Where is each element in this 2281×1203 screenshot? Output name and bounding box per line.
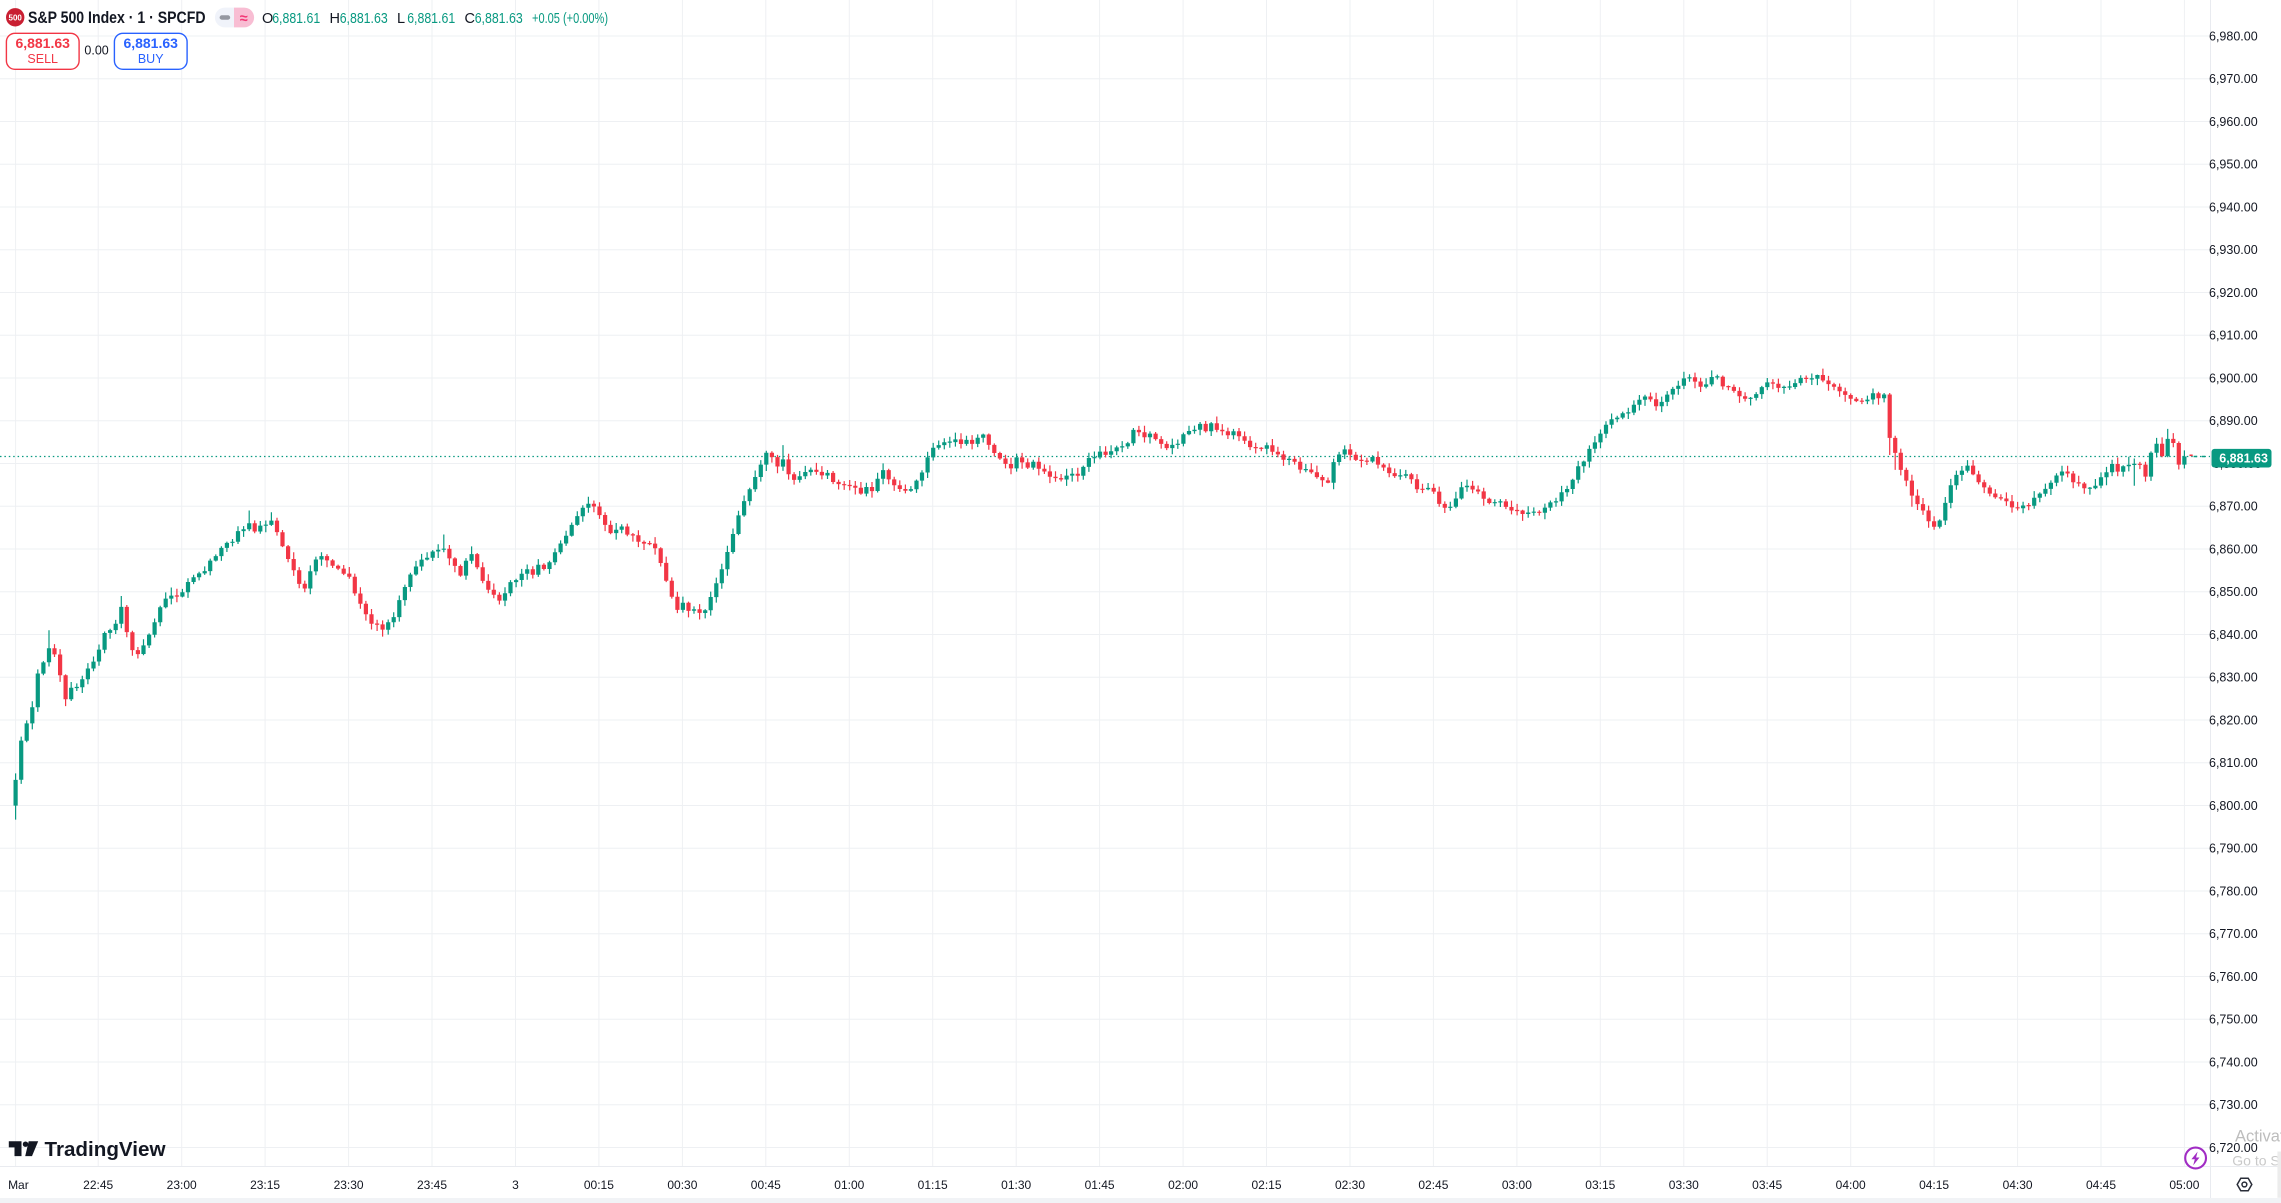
- svg-text:04:30: 04:30: [2003, 1178, 2033, 1192]
- svg-text:03:00: 03:00: [1502, 1178, 1532, 1192]
- svg-text:23:30: 23:30: [334, 1178, 364, 1192]
- svg-text:23:15: 23:15: [250, 1178, 280, 1192]
- svg-text:02:30: 02:30: [1335, 1178, 1365, 1192]
- svg-text:6,780.00: 6,780.00: [2209, 884, 2258, 898]
- svg-text:H: H: [330, 11, 340, 27]
- svg-text:6,800.00: 6,800.00: [2209, 799, 2258, 813]
- svg-text:6,960.00: 6,960.00: [2209, 115, 2258, 129]
- svg-text:500: 500: [9, 13, 23, 22]
- svg-text:04:45: 04:45: [2086, 1178, 2116, 1192]
- svg-text:22:45: 22:45: [83, 1178, 113, 1192]
- svg-text:6,810.00: 6,810.00: [2209, 756, 2258, 770]
- svg-text:6,940.00: 6,940.00: [2209, 200, 2258, 214]
- svg-text:Activate Windows: Activate Windows: [2235, 1128, 2281, 1146]
- svg-text:05:00: 05:00: [2169, 1178, 2199, 1192]
- svg-text:6,860.00: 6,860.00: [2209, 542, 2258, 556]
- svg-text:6,730.00: 6,730.00: [2209, 1098, 2258, 1112]
- svg-text:03:30: 03:30: [1669, 1178, 1699, 1192]
- svg-text:6,910.00: 6,910.00: [2209, 329, 2258, 343]
- svg-text:3: 3: [512, 1178, 519, 1192]
- svg-text:6,850.00: 6,850.00: [2209, 585, 2258, 599]
- svg-text:03:15: 03:15: [1585, 1178, 1615, 1192]
- svg-text:01:30: 01:30: [1001, 1178, 1031, 1192]
- svg-text:04:15: 04:15: [1919, 1178, 1949, 1192]
- svg-text:0.00: 0.00: [84, 43, 108, 57]
- svg-text:6,881.63: 6,881.63: [2219, 451, 2268, 465]
- svg-text:6,950.00: 6,950.00: [2209, 158, 2258, 172]
- svg-text:01:00: 01:00: [834, 1178, 864, 1192]
- svg-text:02:15: 02:15: [1251, 1178, 1281, 1192]
- svg-text:6,720.00: 6,720.00: [2209, 1141, 2258, 1155]
- svg-text:6,920.00: 6,920.00: [2209, 286, 2258, 300]
- svg-text:O: O: [262, 11, 273, 27]
- svg-text:6,881.63: 6,881.63: [15, 35, 70, 51]
- svg-text:00:15: 00:15: [584, 1178, 614, 1192]
- svg-text:L: L: [397, 11, 405, 27]
- svg-text:6,890.00: 6,890.00: [2209, 414, 2258, 428]
- svg-text:6,881.61: 6,881.61: [407, 11, 455, 27]
- svg-text:6,760.00: 6,760.00: [2209, 970, 2258, 984]
- svg-text:BUY: BUY: [138, 52, 164, 66]
- svg-text:6,881.63: 6,881.63: [475, 11, 523, 27]
- svg-text:6,980.00: 6,980.00: [2209, 29, 2258, 43]
- svg-text:03:45: 03:45: [1752, 1178, 1782, 1192]
- svg-text:02:00: 02:00: [1168, 1178, 1198, 1192]
- svg-text:23:00: 23:00: [167, 1178, 197, 1192]
- svg-text:6,870.00: 6,870.00: [2209, 500, 2258, 514]
- svg-text:+0.05 (+0.00%): +0.05 (+0.00%): [532, 11, 608, 27]
- svg-text:6,840.00: 6,840.00: [2209, 628, 2258, 642]
- svg-text:6,881.63: 6,881.63: [123, 35, 178, 51]
- svg-text:S&P 500 Index · 1 · SPCFD: S&P 500 Index · 1 · SPCFD: [28, 9, 206, 27]
- svg-text:04:00: 04:00: [1836, 1178, 1866, 1192]
- svg-text:TradingView: TradingView: [45, 1138, 166, 1161]
- svg-text:00:30: 00:30: [667, 1178, 697, 1192]
- svg-text:00:45: 00:45: [751, 1178, 781, 1192]
- svg-text:Go to Settings to activate Win: Go to Settings to activate Windows.: [2232, 1152, 2281, 1168]
- svg-text:6,820.00: 6,820.00: [2209, 713, 2258, 727]
- svg-text:SELL: SELL: [27, 52, 58, 66]
- svg-text:Mar: Mar: [8, 1178, 29, 1192]
- svg-text:01:15: 01:15: [918, 1178, 948, 1192]
- svg-text:6,970.00: 6,970.00: [2209, 72, 2258, 86]
- svg-text:6,830.00: 6,830.00: [2209, 671, 2258, 685]
- svg-text:C: C: [465, 11, 475, 27]
- svg-text:02:45: 02:45: [1418, 1178, 1448, 1192]
- svg-text:6,900.00: 6,900.00: [2209, 371, 2258, 385]
- svg-text:01:45: 01:45: [1085, 1178, 1115, 1192]
- svg-text:6,740.00: 6,740.00: [2209, 1055, 2258, 1069]
- svg-text:6,770.00: 6,770.00: [2209, 927, 2258, 941]
- svg-text:23:45: 23:45: [417, 1178, 447, 1192]
- svg-text:6,881.63: 6,881.63: [340, 11, 388, 27]
- svg-text:6,750.00: 6,750.00: [2209, 1013, 2258, 1027]
- svg-text:6,881.61: 6,881.61: [272, 11, 320, 27]
- svg-text:6,790.00: 6,790.00: [2209, 842, 2258, 856]
- svg-text:≈: ≈: [240, 11, 248, 27]
- svg-text:6,930.00: 6,930.00: [2209, 243, 2258, 257]
